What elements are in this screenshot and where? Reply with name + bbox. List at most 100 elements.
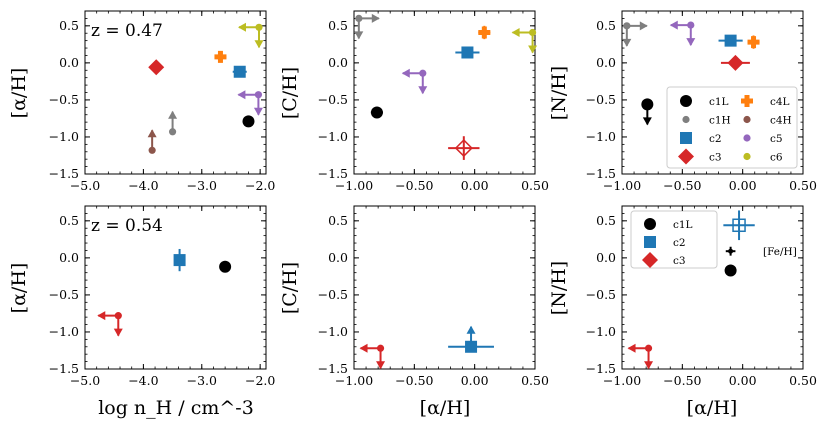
x-tick-label: 0.00 <box>729 178 757 193</box>
legend-label-c1L: c1L <box>709 96 729 108</box>
panel-top-middle-marks: −1.00 −0.50 0.00 0.50 −1.5 −1.0 −0.5 0.0 0.5 <box>318 10 549 193</box>
x-tick-label: −0.50 <box>663 373 701 388</box>
y-tick-label: 0.5 <box>328 18 348 33</box>
y-axis-label: [α/H] <box>8 263 30 314</box>
marker-c4L <box>214 50 227 63</box>
limit-arrow-head <box>686 38 696 47</box>
legend-top-right: c1L c4L c1H c4H c2 c5 c3 c6 <box>666 86 798 169</box>
x-tick-label: 0.50 <box>521 373 549 388</box>
x-tick-label: 0.00 <box>461 178 489 193</box>
marker-c2 <box>732 218 746 233</box>
data-point-c3 <box>97 311 123 337</box>
data-point-c4L <box>214 50 227 63</box>
marker-c1L <box>641 98 654 111</box>
marker-c2 <box>465 340 478 353</box>
y-tick-label: −1.0 <box>49 129 79 144</box>
limit-arrow-head <box>401 68 410 78</box>
data-point-c3 <box>148 59 165 76</box>
data-point-c1L <box>724 264 737 277</box>
x-tick-label: −0.50 <box>395 373 433 388</box>
marker-c1L <box>219 260 232 273</box>
marker-c4L <box>478 26 491 39</box>
x-axis-label: [α/H] <box>687 397 738 419</box>
x-tick-label: −0.50 <box>395 178 433 193</box>
legend-marker-c2 <box>680 132 692 144</box>
x-tick-label: 0.00 <box>461 373 489 388</box>
data-point-c2 <box>232 65 247 78</box>
redshift-annotation-top: z = 0.47 <box>91 21 163 41</box>
limit-arrow-head <box>237 22 246 32</box>
data-point-c1H <box>168 110 178 136</box>
marker-c1L <box>242 115 255 128</box>
y-tick-label: −1.5 <box>49 166 79 181</box>
marker-c1H <box>623 22 631 30</box>
y-tick-label: −0.5 <box>318 92 348 107</box>
y-tick-label: −1.0 <box>318 324 348 339</box>
x-tick-label: −4.0 <box>128 178 158 193</box>
x-tick-label: −4.0 <box>128 373 158 388</box>
legend-entry-c1L: c1L <box>680 95 729 108</box>
x-tick-label: 0.50 <box>789 178 817 193</box>
x-tick-label: −1.00 <box>335 178 373 193</box>
y-tick-label: 0.0 <box>328 250 348 265</box>
legend-marker-c3 <box>642 252 658 268</box>
limit-arrow-head <box>147 129 157 138</box>
limit-arrow-head <box>97 311 106 321</box>
x-tick-label: −5.0 <box>70 373 100 388</box>
marker-c2 <box>461 46 474 59</box>
legend-label-c3: c3 <box>709 152 722 164</box>
data-point-c2 <box>173 248 186 272</box>
data-point-c2 <box>718 34 743 47</box>
data-point-c1H <box>354 13 380 40</box>
marker-c3 <box>727 54 744 71</box>
x-axis-label: [α/H] <box>420 397 471 419</box>
y-tick-label: −1.0 <box>586 324 616 339</box>
axes-frame <box>353 205 536 370</box>
panel-top-right-marks: −1.00 −0.50 0.00 0.50 −1.5 −1.0 −0.5 0.0 0.5 <box>586 10 817 193</box>
y-tick-label: −1.5 <box>49 361 79 376</box>
panel-bottom-middle-marks: −1.00 −0.50 0.00 0.50 −1.5 −1.0 −0.5 0.0 0.5 <box>318 205 549 388</box>
data-point-c1L <box>242 115 255 128</box>
data-point-c5 <box>401 68 428 95</box>
legend-marker-c1H <box>682 115 690 124</box>
legend-label-c2: c2 <box>709 133 722 145</box>
marker-c2 <box>233 65 246 78</box>
legend-label-c3: c3 <box>673 255 686 267</box>
data-point-c1L <box>370 106 383 119</box>
limit-arrow-head <box>354 31 364 40</box>
legend-entry-c2: c2 <box>680 132 722 145</box>
y-tick-label: 0.5 <box>59 18 79 33</box>
legend-entry-c3: c3 <box>678 148 722 165</box>
legend-marker-c5 <box>743 134 751 142</box>
y-tick-label: 0.5 <box>59 213 79 228</box>
x-tick-label: −0.50 <box>663 178 701 193</box>
legend-entry-c3: c3 <box>642 252 686 268</box>
legend-marker-c3 <box>678 148 694 165</box>
y-axis-label: [N/H] <box>548 66 570 120</box>
legend-marker-c6 <box>743 152 751 161</box>
y-tick-label: 0.0 <box>596 250 616 265</box>
limit-arrow-head <box>168 110 178 119</box>
legend-marker-c4L <box>741 95 753 107</box>
marker-c6 <box>528 28 537 37</box>
x-tick-label: 0.50 <box>521 178 549 193</box>
data-point-c6 <box>511 27 538 54</box>
limit-arrow-head <box>254 40 264 49</box>
limit-arrow-head <box>376 361 386 370</box>
y-axis-label: [C/H] <box>279 262 301 314</box>
marker-c4H <box>148 146 156 154</box>
limit-arrow-head <box>237 90 246 100</box>
legend-marker-c4H <box>743 115 751 124</box>
data-point-c2 <box>723 210 755 241</box>
legend-entry-c2: c2 <box>644 236 686 249</box>
x-tick-label: −1.00 <box>603 373 641 388</box>
y-tick-label: −1.5 <box>318 361 348 376</box>
panel-top-left-marks: −5.0 −4.0 −3.0 −2.0 −1.5 −1.0 −0.5 0.0 0.5 <box>49 10 275 193</box>
marker-c3 <box>454 139 473 158</box>
limit-arrow-head <box>669 20 678 30</box>
limit-arrow-head <box>511 27 520 37</box>
panel-top-middle <box>353 10 536 175</box>
limit-arrow-head <box>113 328 123 337</box>
marker-c3 <box>114 312 122 320</box>
